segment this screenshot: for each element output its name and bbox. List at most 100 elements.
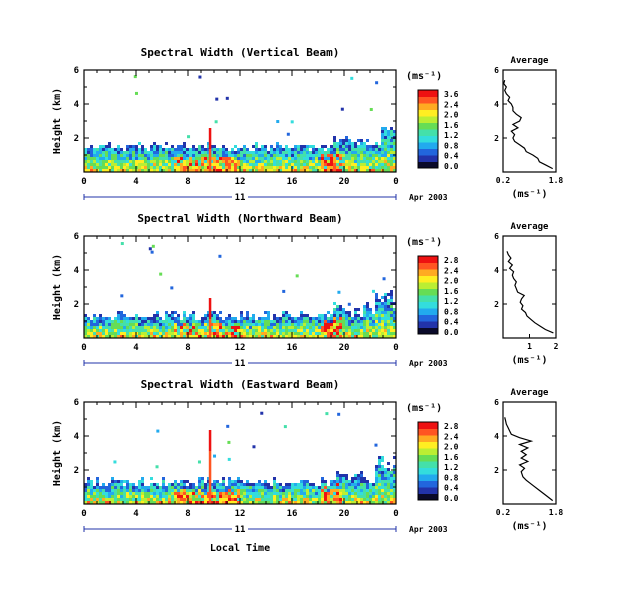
heatmap-cell [264, 498, 267, 501]
heatmap-cell [84, 492, 87, 495]
heatmap-cell [84, 317, 87, 320]
heatmap-cell [279, 323, 282, 326]
heatmap-cell [279, 151, 282, 154]
heatmap-cell [300, 335, 303, 338]
heatmap-cell [216, 332, 219, 335]
heatmap-cell [183, 151, 186, 154]
heatmap-cell [114, 489, 117, 492]
heatmap-cell [84, 332, 87, 335]
heatmap-cell [189, 157, 192, 160]
heatmap-cell [318, 320, 321, 323]
heatmap-cell [384, 335, 387, 338]
heatmap-cell [252, 166, 255, 169]
heatmap-cell [231, 492, 234, 495]
heatmap-cell [153, 329, 156, 332]
heatmap-cell [375, 465, 378, 468]
heatmap-cell [105, 157, 108, 160]
heatmap-cell [291, 148, 294, 151]
colorbar-label: 0.4 [444, 318, 459, 327]
heatmap-cell [150, 335, 153, 338]
heatmap-cell [237, 157, 240, 160]
x-tick-label: 20 [339, 343, 350, 353]
heatmap-cell [171, 166, 174, 169]
heatmap-cell [378, 332, 381, 335]
heatmap-cell [321, 483, 324, 486]
heatmap-cell [339, 335, 342, 338]
heatmap-cell [300, 332, 303, 335]
heatmap-cell [360, 501, 363, 504]
heatmap-cell [87, 332, 90, 335]
heatmap-cell [153, 142, 156, 145]
heatmap-cell [336, 335, 339, 338]
heatmap-cell [174, 148, 177, 151]
heatmap-cell [345, 166, 348, 169]
heatmap-cell [249, 323, 252, 326]
heatmap-cell [138, 335, 141, 338]
heatmap-cell [189, 154, 192, 157]
heatmap-cell [153, 320, 156, 323]
heatmap-cell [261, 335, 264, 338]
heatmap-cell [330, 157, 333, 160]
heatmap-cell [273, 157, 276, 160]
heatmap-cell [114, 151, 117, 154]
heatmap-cell [348, 314, 351, 317]
heatmap-cell [105, 326, 108, 329]
heatmap-cell [177, 320, 180, 323]
heatmap-cell [222, 320, 225, 323]
heatmap-cell [135, 320, 138, 323]
heatmap-cell [165, 486, 168, 489]
heatmap-cell [105, 317, 108, 320]
heatmap-cell [84, 151, 87, 154]
heatmap-cell [132, 145, 135, 148]
heatmap-cell [198, 498, 201, 501]
heatmap-cell [90, 501, 93, 504]
heatmap-cell [249, 489, 252, 492]
heatmap-cell [261, 329, 264, 332]
heatmap-cell [183, 314, 186, 317]
heatmap-cell [213, 483, 216, 486]
heatmap-cell [243, 151, 246, 154]
heatmap-cell [264, 326, 267, 329]
heatmap-cell [195, 489, 198, 492]
heatmap-cell [219, 489, 222, 492]
heatmap-cell [225, 326, 228, 329]
heatmap-cell [171, 483, 174, 486]
heatmap-cell [240, 320, 243, 323]
heatmap-cell [321, 145, 324, 148]
profile-frame [502, 69, 557, 173]
heatmap-cell [381, 477, 384, 480]
heatmap-cell [321, 480, 324, 483]
heatmap-cell [93, 326, 96, 329]
heatmap-cell [189, 326, 192, 329]
heatmap-cell [138, 163, 141, 166]
heatmap-cell [324, 317, 327, 320]
heatmap-cell [201, 145, 204, 148]
heatmap-cell [345, 151, 348, 154]
heatmap-cell [207, 157, 210, 160]
heatmap-cell [345, 489, 348, 492]
heatmap-cell [208, 487, 212, 490]
colorbar-label: 2.0 [444, 443, 459, 452]
heatmap-cell [378, 326, 381, 329]
heatmap-cell [330, 492, 333, 495]
heatmap-cell [360, 486, 363, 489]
heatmap-cell [393, 489, 396, 492]
heatmap-cell [306, 486, 309, 489]
heatmap-cell [180, 320, 183, 323]
heatmap-cell [102, 151, 105, 154]
heatmap-cell [285, 489, 288, 492]
heatmap-cell [219, 332, 222, 335]
heatmap-cell [387, 154, 390, 157]
heatmap-cell [162, 480, 165, 483]
heatmap-cell [300, 480, 303, 483]
heatmap-cell [168, 489, 171, 492]
heatmap-cell [93, 314, 96, 317]
heatmap-cell [312, 317, 315, 320]
heatmap-cells [84, 242, 396, 338]
heatmap-cell [192, 332, 195, 335]
heatmap-cell [207, 329, 210, 332]
heatmap-cell [303, 483, 306, 486]
heatmap-cell [117, 320, 120, 323]
heatmap-cell [357, 326, 360, 329]
heatmap-cell [84, 169, 87, 172]
